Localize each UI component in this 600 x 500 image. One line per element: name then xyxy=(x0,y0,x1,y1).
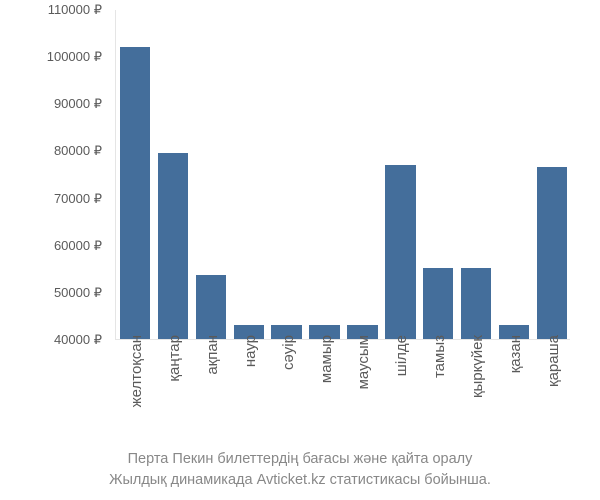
x-tick-label: сәуір xyxy=(280,335,297,370)
y-tick-label: 70000 ₽ xyxy=(54,191,102,207)
x-tick-label: қазан xyxy=(507,335,524,373)
y-tick-label: 50000 ₽ xyxy=(54,285,102,301)
caption-line1: Перта Пекин билеттердің бағасы және қайт… xyxy=(128,451,473,467)
x-tick-label: маусым xyxy=(355,335,372,389)
caption-line2: Жылдық динамикада Avticket.kz статистика… xyxy=(109,472,491,488)
bar xyxy=(158,153,188,339)
bar xyxy=(120,47,150,339)
x-tick-label: қыркүйек xyxy=(469,335,486,398)
x-tick-label: тамыз xyxy=(431,335,448,378)
price-bar-chart: 40000 ₽50000 ₽60000 ₽70000 ₽80000 ₽90000… xyxy=(30,10,590,340)
y-tick-label: 60000 ₽ xyxy=(54,238,102,254)
y-tick-label: 110000 ₽ xyxy=(48,2,102,18)
x-tick-label: қаңтар xyxy=(166,335,183,382)
x-tick-label: желтоқсан xyxy=(128,335,145,407)
y-axis: 40000 ₽50000 ₽60000 ₽70000 ₽80000 ₽90000… xyxy=(30,10,110,340)
bar xyxy=(423,268,453,339)
y-tick-label: 90000 ₽ xyxy=(54,96,102,112)
plot-area xyxy=(115,10,570,340)
y-tick-label: 100000 ₽ xyxy=(47,49,102,65)
bar xyxy=(461,268,491,339)
bar xyxy=(196,275,226,339)
chart-caption: Перта Пекин билеттердің бағасы және қайт… xyxy=(0,449,600,490)
bar xyxy=(537,167,567,339)
x-tick-label: шілде xyxy=(393,335,410,376)
x-tick-label: мамыр xyxy=(318,335,335,383)
x-tick-label: қараша xyxy=(545,335,562,387)
x-tick-label: наур xyxy=(242,335,259,367)
y-tick-label: 40000 ₽ xyxy=(54,332,102,348)
x-axis-labels: желтоқсан қаңтар ақпан наур сәуір мамыр маусым… xyxy=(105,335,560,445)
bar xyxy=(385,165,415,339)
x-tick-label: ақпан xyxy=(204,335,221,375)
y-tick-label: 80000 ₽ xyxy=(54,143,102,159)
